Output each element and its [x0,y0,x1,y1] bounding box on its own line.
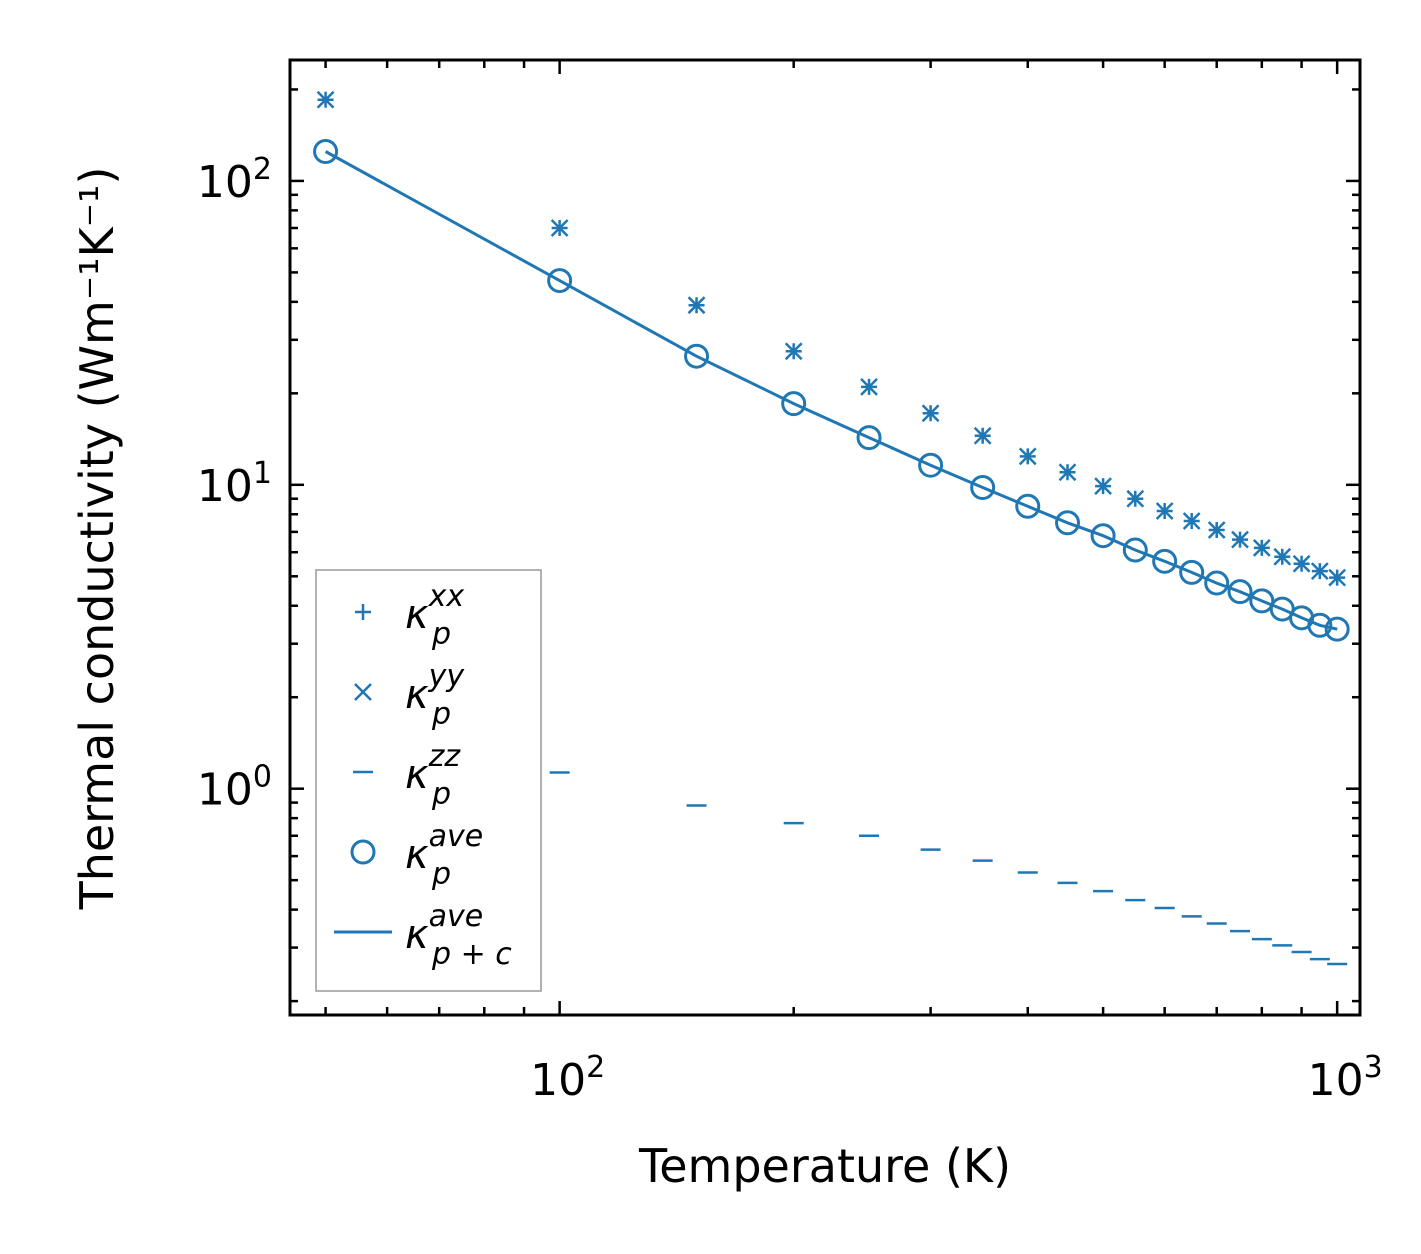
data-point-x [860,378,878,396]
data-point-circle [1204,570,1230,596]
major-ticks [290,60,1360,1015]
data-point-x [1310,562,1329,580]
data-point-x [550,219,569,237]
data-point-x [1094,477,1112,496]
data-point-x [1231,530,1249,549]
data-point-circle [1324,616,1350,642]
data-point-circle [1090,523,1116,549]
data-point-x [921,404,940,423]
legend-entry-label: κave p + c [405,899,512,972]
data-point-circle [1249,588,1275,614]
data-point-x [1126,489,1145,508]
data-point-x [316,90,335,109]
legend-box [315,569,542,992]
legend-entry-label: κxx p [405,579,464,652]
data-point-circle [1055,510,1081,536]
tick-labels: 102 103 100 101 102 [197,152,1383,1106]
legend-circle-marker [350,839,376,865]
data-point-circle [1122,537,1148,563]
legend-x-marker [354,683,372,701]
plot-frame [288,58,1362,1017]
data-point-circle [684,343,710,369]
data-point-circle [856,425,882,451]
data-point-x [1207,521,1226,539]
legend-entry-label: κave p [405,819,483,892]
data-point-x [1155,502,1174,520]
data-point-x [973,426,992,445]
legend-entry-label: κyy p [405,659,465,732]
line-series [324,150,1338,631]
data-point-x [687,296,706,315]
legend-plus-marker [355,604,371,620]
series-line-kappa-pc-ave [324,150,1338,631]
x-tick-label: 102 [530,1050,605,1106]
data-point-x [784,342,803,361]
data-point-x [1182,512,1201,530]
data-markers [313,90,1350,966]
y-tick-label: 102 [197,152,272,208]
y-tick-label: 100 [197,760,272,816]
x-tick-label: 103 [1308,1050,1383,1106]
data-point-circle [313,138,339,164]
x-axis-label: Temperature (K) [638,1139,1011,1193]
y-tick-label: 101 [197,456,272,512]
data-point-circle [918,452,944,478]
data-point-circle [1015,493,1041,519]
legend-entry-label: κzz p [405,739,461,812]
data-point-x [1058,463,1077,482]
y-axis-label: Thermal conductivity (Wm⁻¹K⁻¹) [70,167,124,911]
data-point-x [1252,539,1271,557]
data-point-circle [1179,559,1205,585]
data-point-circle [970,474,996,500]
data-point-circle [1227,579,1253,605]
data-point-x [1328,568,1347,587]
data-point-circle [781,391,807,417]
data-point-x [1018,447,1037,466]
data-point-x [1292,554,1311,573]
data-point-circle [1152,548,1178,574]
data-point-circle [547,268,573,294]
data-point-x [1273,547,1292,566]
data-point-circle [1307,612,1333,638]
